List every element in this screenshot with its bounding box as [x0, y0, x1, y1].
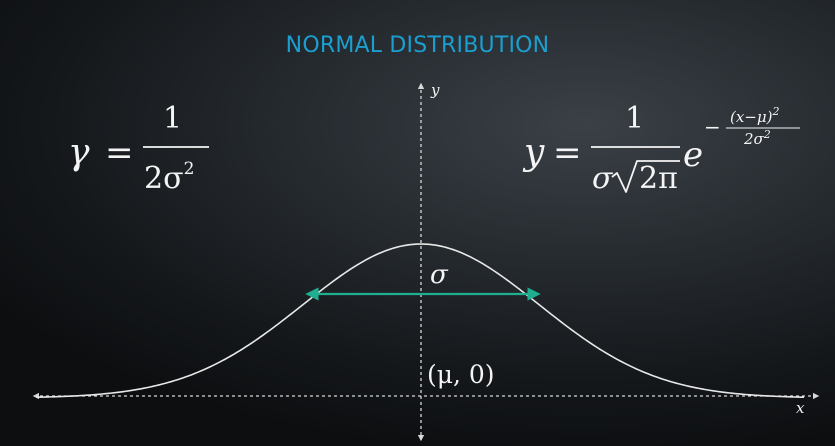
sigma-label: σ: [430, 260, 449, 290]
gamma-denominator-exponent: 2: [184, 159, 195, 179]
pdf-exp-sign: −: [704, 115, 721, 139]
pdf-radicand: 2π: [639, 161, 678, 196]
pdf-denominator-sigma: σ: [592, 161, 614, 196]
square-root-sign: [611, 160, 680, 193]
pdf-formula: y = 1 σ 2π e − (x−μ)2 2σ2: [522, 101, 800, 196]
pdf-equals: =: [553, 133, 582, 173]
gamma-denominator: 2σ2: [144, 159, 194, 196]
gamma-equals: =: [105, 133, 134, 173]
slide-title: NORMAL DISTRIBUTION: [285, 33, 550, 58]
pdf-exp-base: e: [683, 135, 703, 175]
pdf-exp-numerator-exponent: 2: [771, 105, 779, 118]
pdf-exp-numerator: (x−μ)2: [730, 105, 779, 126]
gamma-symbol: γ: [68, 132, 90, 173]
x-axis-label: x: [796, 399, 805, 417]
y-axis-label: y: [430, 81, 440, 99]
mean-point-label: (μ, 0): [427, 360, 495, 389]
bell-curve: [35, 243, 805, 399]
gamma-formula: γ = 1 2σ2: [68, 101, 209, 196]
pdf-exp-denominator: 2σ2: [743, 128, 771, 148]
pdf-lhs: y: [522, 132, 545, 173]
pdf-exp-denominator-exponent: 2: [763, 128, 771, 141]
pdf-numerator: 1: [625, 101, 644, 136]
gamma-numerator: 1: [163, 101, 182, 136]
